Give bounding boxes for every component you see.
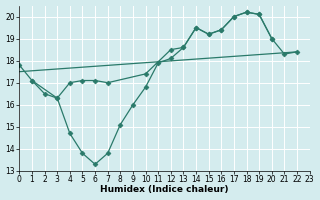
X-axis label: Humidex (Indice chaleur): Humidex (Indice chaleur): [100, 185, 229, 194]
